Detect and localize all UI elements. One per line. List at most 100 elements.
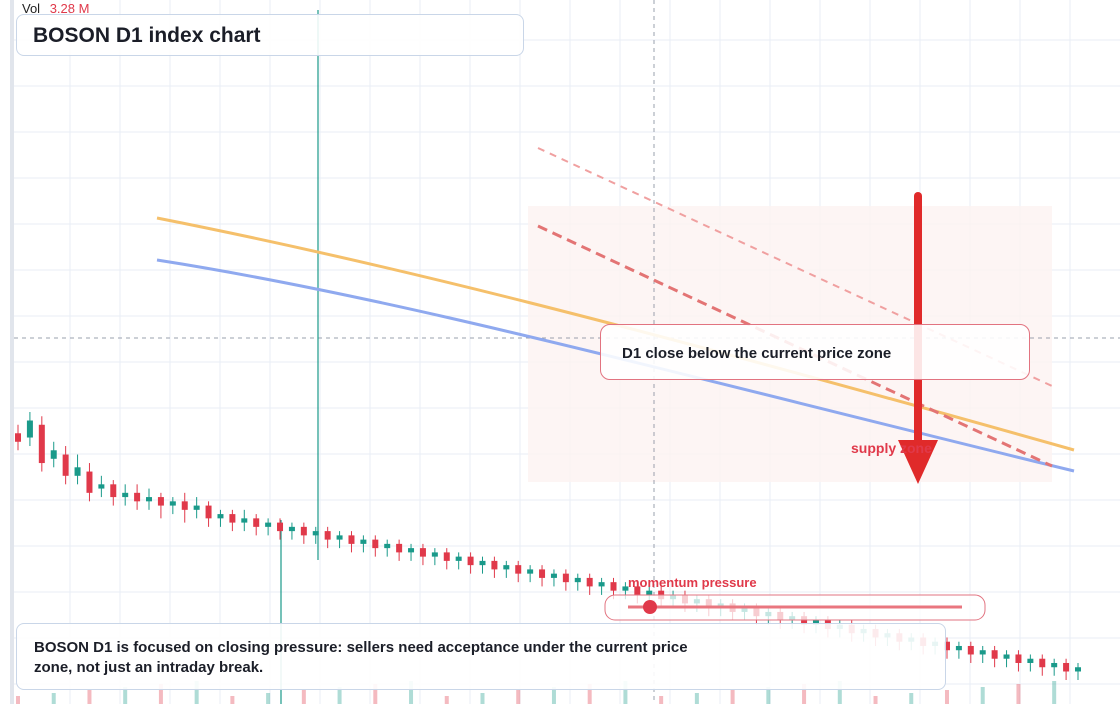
candle-body <box>467 556 474 566</box>
volume-bar <box>516 690 521 704</box>
candle-body <box>479 560 486 566</box>
candle-body <box>967 645 974 655</box>
supply-zone-label: supply zone <box>851 440 932 456</box>
candle-body <box>1039 658 1046 668</box>
candle-body <box>622 586 629 591</box>
volume-bar <box>694 693 699 704</box>
candle-body <box>503 565 510 570</box>
candle-body <box>515 565 522 574</box>
candle-body <box>431 552 438 557</box>
candle-body <box>277 522 284 532</box>
candle-body <box>288 526 295 532</box>
volume-bar <box>980 687 985 704</box>
volume-readout: Vol 3.28 M <box>22 1 89 16</box>
candle-body <box>396 543 403 553</box>
bearish-arrow-head <box>898 440 938 484</box>
volume-bar <box>551 687 556 704</box>
candle-body <box>539 569 546 578</box>
candle-body <box>15 433 21 442</box>
candle-body <box>360 539 367 544</box>
volume-bar <box>51 693 56 704</box>
volume-bar <box>909 693 914 704</box>
candle-body <box>193 505 200 510</box>
volume-bar <box>623 681 628 704</box>
candle-body <box>324 531 331 540</box>
volume-bar <box>1052 681 1057 704</box>
candle-body <box>550 573 557 578</box>
candle-body <box>443 552 450 561</box>
volume-bar <box>16 696 20 704</box>
vol-value: 3.28 M <box>49 1 90 16</box>
candle-body <box>991 650 998 659</box>
candle-body <box>110 484 117 498</box>
chart-title: BOSON D1 index chart <box>33 24 261 47</box>
candle-body <box>86 471 93 493</box>
candle-body <box>181 501 188 510</box>
candle-body <box>598 582 605 587</box>
candle-body <box>348 535 355 544</box>
volume-bar <box>158 684 163 704</box>
volume-bar <box>301 690 306 704</box>
candle-body <box>62 454 69 476</box>
candle-body <box>1003 654 1010 659</box>
candle-body <box>146 497 153 502</box>
volume-bar <box>837 681 842 704</box>
price-zone-callout: D1 close below the current price zone <box>600 324 1030 380</box>
volume-bar <box>587 684 592 704</box>
volume-bar <box>730 690 735 704</box>
volume-bar <box>87 690 92 704</box>
candle-body <box>74 467 81 476</box>
candle-body <box>98 484 105 489</box>
candle-body <box>1015 654 1022 663</box>
momentum-marker <box>643 600 657 614</box>
volume-bar <box>659 696 664 704</box>
volume-bar <box>123 687 128 704</box>
volume-bar <box>444 696 449 704</box>
candle-body <box>586 577 593 587</box>
volume-bar <box>802 684 807 704</box>
candle-body <box>122 492 129 498</box>
analysis-note: BOSON D1 is focused on closing pressure:… <box>34 639 688 676</box>
callout-text: D1 close below the current price zone <box>622 345 892 362</box>
candle-body <box>455 556 462 561</box>
volume-bar <box>266 693 271 704</box>
volume-bar <box>1016 684 1021 704</box>
candle-body <box>634 586 641 595</box>
volume-bar <box>373 684 378 704</box>
candle-body <box>527 569 534 574</box>
candle-body <box>979 650 986 655</box>
candle-body <box>1063 662 1070 672</box>
candle-body <box>134 492 141 502</box>
volume-bar <box>337 687 342 704</box>
candle-body <box>943 641 950 651</box>
candle-body <box>336 535 343 540</box>
candle-body <box>610 582 617 591</box>
volume-bar <box>480 693 485 704</box>
moving-average-fast <box>156 216 1075 452</box>
candle-body <box>300 526 307 536</box>
volume-bar <box>944 690 949 704</box>
candle-body <box>372 539 379 549</box>
volume-bar <box>766 687 771 704</box>
volume-bar <box>409 681 414 704</box>
moving-average-slow <box>156 258 1075 473</box>
candle-body <box>38 424 45 464</box>
volume-bars <box>16 681 1057 704</box>
candle-body <box>408 548 415 553</box>
candle-body <box>169 501 176 506</box>
candle-body <box>241 518 248 523</box>
candle-body <box>491 560 498 570</box>
candle-body <box>812 620 819 625</box>
candle-body <box>1051 662 1058 668</box>
candle-body <box>312 531 319 536</box>
candle-body <box>1075 667 1081 672</box>
candle-body <box>205 505 212 519</box>
candle-body <box>1027 658 1034 663</box>
candle-body <box>26 420 33 438</box>
candle-body <box>157 497 164 506</box>
candle-body <box>229 514 236 523</box>
candle-body <box>562 573 569 583</box>
candle-body <box>50 450 57 459</box>
candle-body <box>253 518 260 527</box>
candle-body <box>384 543 391 549</box>
